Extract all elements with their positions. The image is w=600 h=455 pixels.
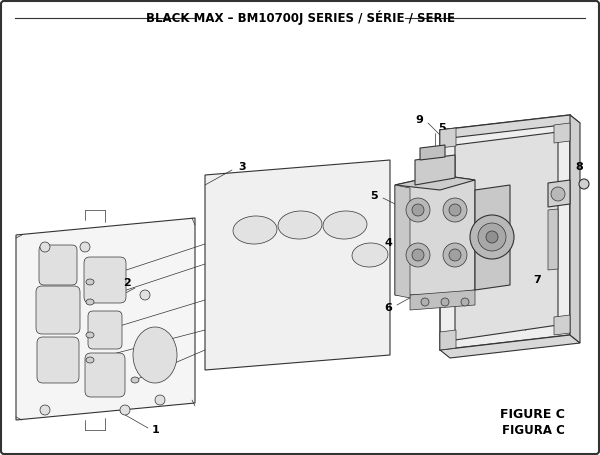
Ellipse shape (579, 179, 589, 189)
Ellipse shape (80, 242, 90, 252)
Polygon shape (395, 185, 410, 298)
Polygon shape (440, 115, 580, 138)
Ellipse shape (323, 211, 367, 239)
Ellipse shape (233, 216, 277, 244)
Ellipse shape (449, 204, 461, 216)
Ellipse shape (406, 243, 430, 267)
Ellipse shape (412, 204, 424, 216)
Text: FIGURE C: FIGURE C (500, 409, 565, 421)
Ellipse shape (461, 298, 469, 306)
Ellipse shape (278, 211, 322, 239)
Ellipse shape (86, 357, 94, 363)
Text: 2: 2 (123, 278, 131, 288)
Text: 3: 3 (238, 162, 245, 172)
Polygon shape (395, 175, 475, 295)
Polygon shape (415, 155, 455, 185)
Ellipse shape (40, 405, 50, 415)
FancyBboxPatch shape (85, 353, 125, 397)
Ellipse shape (412, 249, 424, 261)
Polygon shape (410, 290, 475, 310)
Text: 7: 7 (533, 275, 541, 285)
Text: 6: 6 (384, 303, 392, 313)
Text: 5: 5 (438, 123, 446, 133)
Text: 4: 4 (384, 238, 392, 248)
Text: 5: 5 (370, 191, 378, 201)
Text: BLACK MAX – BM10700J SERIES / SÉRIE / SERIE: BLACK MAX – BM10700J SERIES / SÉRIE / SE… (146, 11, 455, 25)
Ellipse shape (478, 223, 506, 251)
Ellipse shape (406, 198, 430, 222)
Text: 1: 1 (152, 425, 160, 435)
Ellipse shape (441, 298, 449, 306)
FancyBboxPatch shape (37, 337, 79, 383)
Polygon shape (205, 160, 390, 370)
Text: 8: 8 (575, 162, 583, 172)
Polygon shape (395, 175, 475, 190)
Ellipse shape (470, 215, 514, 259)
FancyBboxPatch shape (88, 311, 122, 349)
FancyBboxPatch shape (36, 286, 80, 334)
Ellipse shape (443, 198, 467, 222)
Polygon shape (554, 315, 570, 335)
Ellipse shape (551, 187, 565, 201)
Polygon shape (440, 128, 456, 148)
Polygon shape (440, 335, 580, 358)
Polygon shape (420, 145, 445, 160)
Ellipse shape (140, 290, 150, 300)
Polygon shape (455, 132, 558, 340)
Polygon shape (440, 330, 456, 350)
Ellipse shape (443, 243, 467, 267)
Polygon shape (548, 180, 570, 207)
Polygon shape (548, 209, 558, 270)
Ellipse shape (120, 405, 130, 415)
Ellipse shape (133, 327, 177, 383)
Text: 9: 9 (415, 115, 423, 125)
Polygon shape (16, 218, 195, 420)
Ellipse shape (421, 298, 429, 306)
Ellipse shape (486, 231, 498, 243)
Ellipse shape (86, 279, 94, 285)
Text: FIGURA C: FIGURA C (502, 424, 565, 436)
Ellipse shape (86, 299, 94, 305)
Ellipse shape (352, 243, 388, 267)
Polygon shape (554, 123, 570, 143)
Ellipse shape (449, 249, 461, 261)
Polygon shape (440, 115, 570, 350)
Ellipse shape (155, 395, 165, 405)
Ellipse shape (40, 242, 50, 252)
Ellipse shape (86, 332, 94, 338)
FancyBboxPatch shape (84, 257, 126, 303)
FancyBboxPatch shape (39, 245, 77, 285)
Polygon shape (570, 115, 580, 343)
Ellipse shape (131, 377, 139, 383)
Polygon shape (475, 185, 510, 290)
